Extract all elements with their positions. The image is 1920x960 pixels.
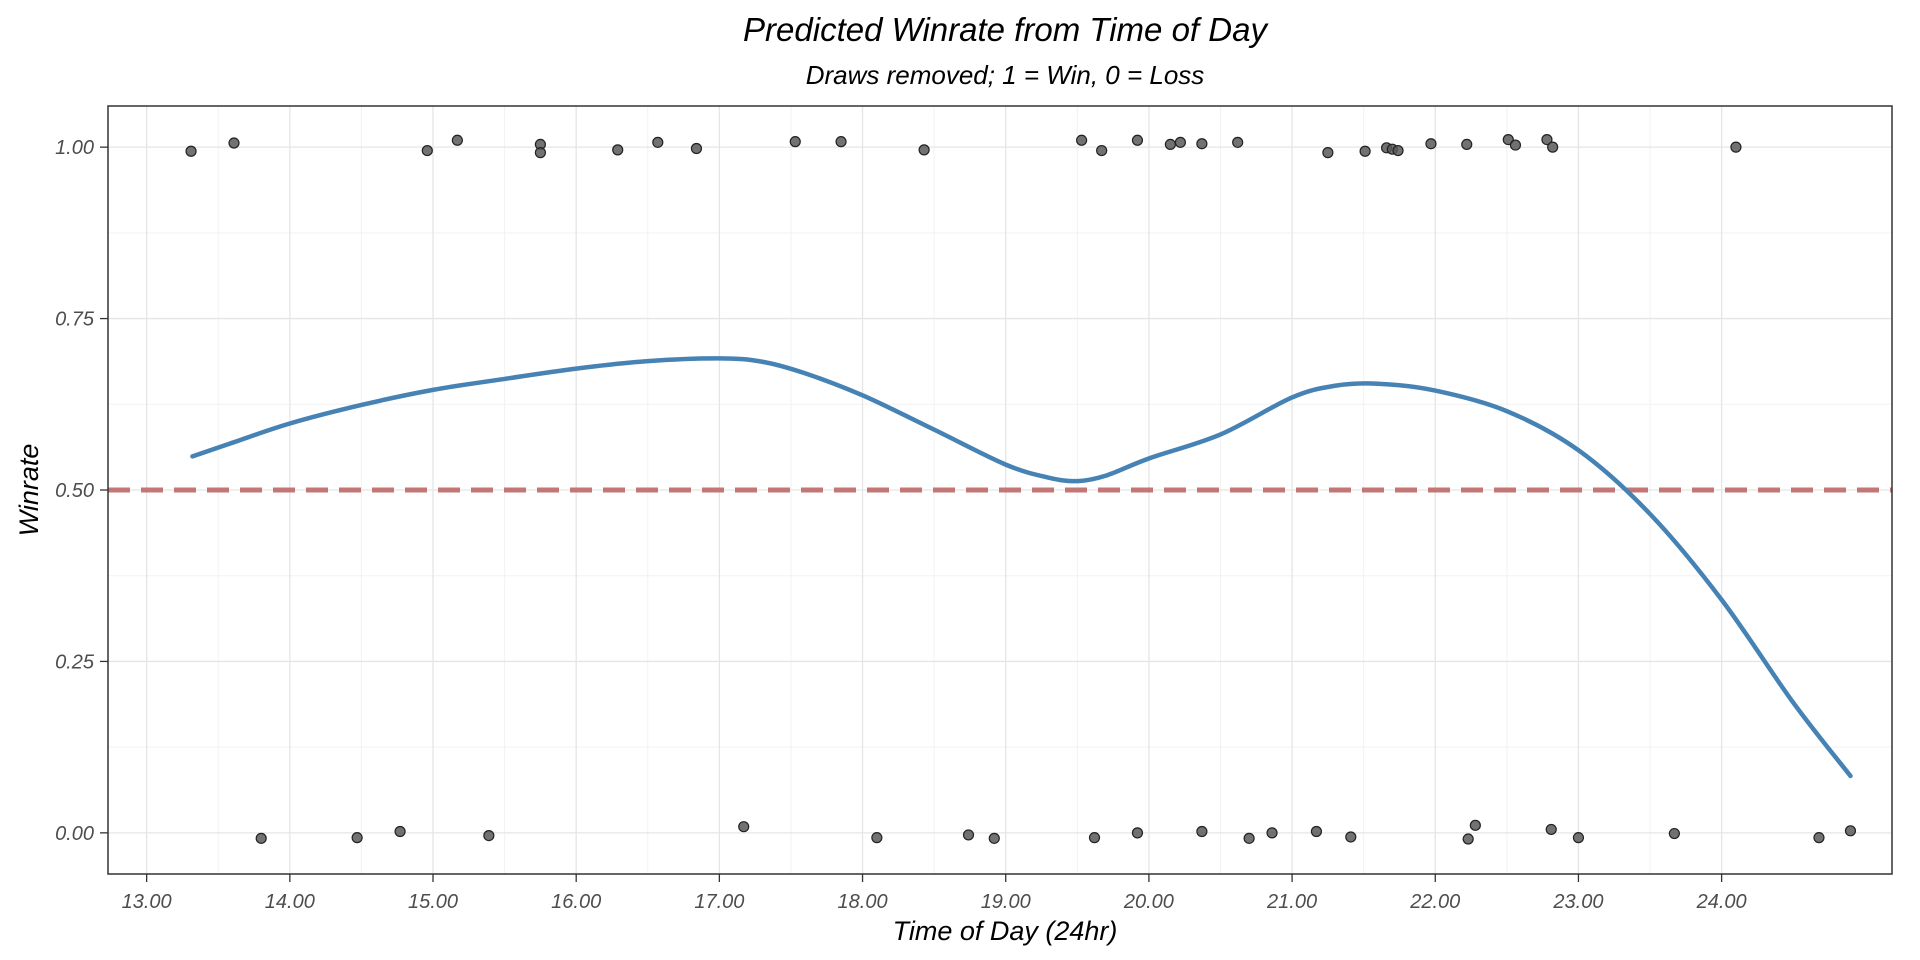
x-axis-title: Time of Day (24hr) xyxy=(893,916,1118,946)
data-point xyxy=(1232,136,1244,148)
x-tick-label: 19.00 xyxy=(981,891,1031,913)
x-axis: 13.00 14.00 15.00 16.00 17.00 18.00 19.00 20.00… xyxy=(122,874,1747,913)
chart-title: Predicted Winrate from Time of Day xyxy=(743,11,1269,48)
data-point xyxy=(351,832,363,844)
x-tick-label: 15.00 xyxy=(408,891,458,913)
data-point xyxy=(255,832,267,844)
x-tick-label: 14.00 xyxy=(265,891,315,913)
data-point xyxy=(1196,138,1208,150)
data-point xyxy=(789,136,801,148)
data-point xyxy=(1730,141,1742,153)
chart-subtitle: Draws removed; 1 = Win, 0 = Loss xyxy=(806,60,1205,90)
y-axis: 0.00 0.25 0.50 0.75 1.00 xyxy=(55,137,108,845)
x-tick-label: 21.00 xyxy=(1266,891,1317,913)
data-point xyxy=(1547,141,1559,153)
data-point xyxy=(228,137,240,149)
data-point xyxy=(1461,138,1473,150)
y-tick-label: 1.00 xyxy=(55,137,94,159)
y-tick-label: 0.75 xyxy=(55,309,95,331)
data-point xyxy=(1131,827,1144,839)
data-point xyxy=(1164,138,1176,150)
data-point xyxy=(1541,134,1553,146)
data-point xyxy=(1668,827,1680,840)
y-tick-label: 0.25 xyxy=(55,651,95,673)
data-point xyxy=(534,147,546,159)
data-point xyxy=(918,144,930,156)
data-point xyxy=(1545,823,1557,836)
data-point xyxy=(1509,139,1522,151)
smooth-line xyxy=(190,356,1853,779)
data-point xyxy=(1322,147,1334,159)
data-point xyxy=(394,825,406,838)
data-point xyxy=(1266,827,1278,839)
data-point xyxy=(1174,136,1187,148)
data-point xyxy=(1392,144,1404,157)
data-point xyxy=(1462,833,1474,845)
data-point xyxy=(1196,825,1208,838)
data-point xyxy=(988,832,1000,844)
data-point xyxy=(1131,134,1144,146)
x-tick-label: 17.00 xyxy=(694,891,744,913)
data-point xyxy=(451,134,463,146)
x-tick-label: 22.00 xyxy=(1409,891,1460,913)
data-point xyxy=(871,832,883,844)
x-tick-label: 20.00 xyxy=(1123,891,1174,913)
x-tick-label: 23.00 xyxy=(1552,891,1603,913)
data-point xyxy=(612,144,624,156)
smooth-line-layer xyxy=(190,356,1853,779)
data-point xyxy=(1572,832,1585,844)
x-tick-label: 18.00 xyxy=(838,891,888,913)
data-point xyxy=(1243,832,1255,844)
x-tick-label: 24.00 xyxy=(1696,891,1747,913)
data-point xyxy=(1844,825,1857,837)
data-point xyxy=(962,829,975,841)
data-point xyxy=(421,144,433,157)
x-tick-label: 13.00 xyxy=(122,891,172,913)
data-point xyxy=(690,142,703,155)
y-tick-label: 0.50 xyxy=(55,480,94,502)
y-tick-label: 0.00 xyxy=(55,823,94,845)
data-point xyxy=(1088,832,1101,844)
data-point xyxy=(1310,825,1323,838)
data-point xyxy=(185,145,197,157)
data-point xyxy=(652,136,664,148)
data-point xyxy=(1359,145,1371,157)
data-point xyxy=(1345,831,1357,843)
data-point xyxy=(738,821,750,833)
data-point xyxy=(1076,134,1088,146)
data-point xyxy=(1469,819,1481,831)
data-point xyxy=(1813,832,1825,844)
y-axis-title: Winrate xyxy=(14,444,44,537)
points-layer xyxy=(185,134,1857,845)
data-point xyxy=(483,829,495,842)
data-point xyxy=(1425,138,1437,150)
data-point xyxy=(835,136,847,148)
x-tick-label: 16.00 xyxy=(551,891,601,913)
data-point xyxy=(1096,144,1108,157)
